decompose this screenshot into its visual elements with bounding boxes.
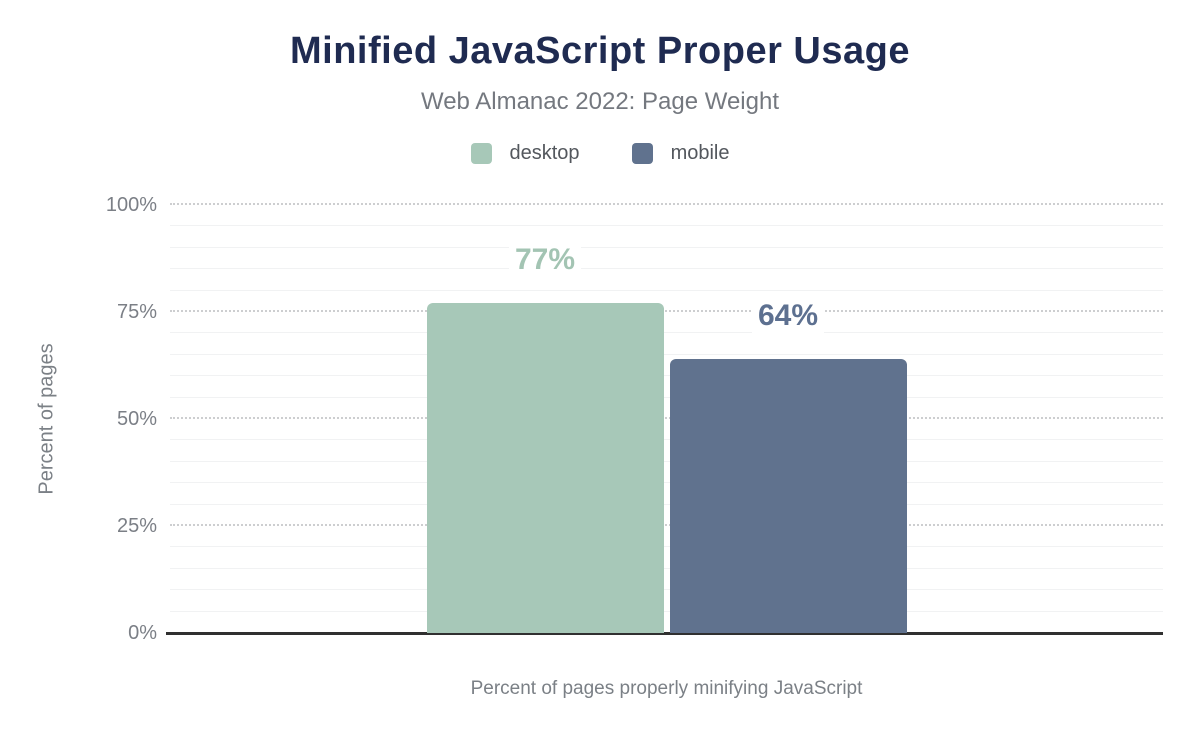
y-tick-label: 0%	[128, 622, 157, 644]
y-tick-label: 100%	[105, 194, 157, 216]
plot-area: 77% 64%	[166, 203, 1163, 635]
bar-mobile	[669, 359, 907, 633]
minor-gridline	[170, 246, 1163, 248]
minor-gridline	[170, 353, 1163, 355]
minor-gridline	[170, 546, 1163, 548]
chart-subtitle: Web Almanac 2022: Page Weight	[420, 88, 779, 115]
major-gridline	[170, 417, 1163, 419]
minor-gridline	[170, 396, 1163, 398]
legend-swatch-icon	[470, 143, 492, 164]
minor-gridline	[170, 460, 1163, 462]
minor-gridline	[170, 225, 1163, 227]
minor-gridline	[170, 567, 1163, 569]
bar-value-label-mobile: 64%	[751, 299, 825, 334]
y-tick-label: 75%	[116, 301, 157, 323]
legend-item-mobile: mobile	[631, 142, 730, 165]
legend-swatch-icon	[631, 143, 653, 164]
minor-gridline	[170, 375, 1163, 377]
bar-value-label-desktop: 77%	[508, 243, 582, 278]
legend: desktop mobile	[0, 142, 1200, 165]
minor-gridline	[170, 589, 1163, 591]
major-gridline	[170, 310, 1163, 312]
chart-title: Minified JavaScript Proper Usage	[290, 30, 910, 72]
major-gridline	[170, 524, 1163, 526]
legend-item-desktop: desktop	[470, 142, 580, 165]
legend-label: mobile	[670, 142, 730, 164]
minor-gridline	[170, 439, 1163, 441]
x-axis-line	[166, 632, 1163, 635]
minor-gridline	[170, 503, 1163, 505]
y-tick-label: 50%	[116, 408, 157, 430]
minor-gridline	[170, 610, 1163, 612]
major-gridline	[170, 203, 1163, 205]
bar-desktop	[426, 303, 664, 633]
x-axis-title: Percent of pages properly minifying Java…	[470, 678, 863, 699]
minor-gridline	[170, 289, 1163, 291]
legend-label: desktop	[509, 142, 580, 164]
minor-gridline	[170, 332, 1163, 334]
minor-gridline	[170, 268, 1163, 270]
y-tick-label: 25%	[116, 515, 157, 537]
minor-gridline	[170, 482, 1163, 484]
